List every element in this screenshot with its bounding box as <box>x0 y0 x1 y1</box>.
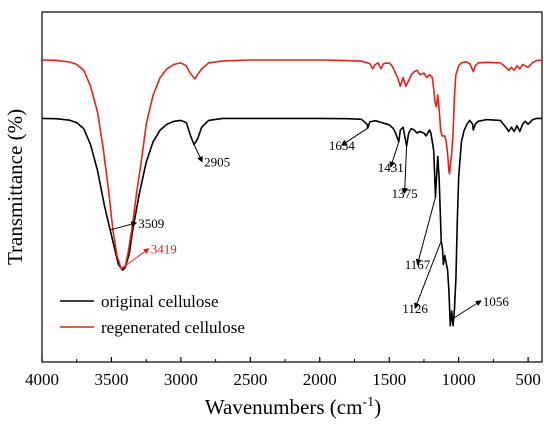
peak-label-1654: 1654 <box>329 138 356 153</box>
annotation-arrow <box>110 221 138 231</box>
annotation-arrow <box>414 240 442 309</box>
x-tick-label: 4000 <box>25 370 59 389</box>
x-axis-ticks: 4000 3500 3000 2500 2000 1500 1000 500 <box>25 357 541 389</box>
series-line-original-cellulose <box>41 117 542 327</box>
x-tick-label: 1000 <box>442 370 476 389</box>
x-tick-label: 1500 <box>372 370 406 389</box>
y-axis-title: Transmittance (%) <box>3 109 27 265</box>
x-tick-label: 2500 <box>233 370 267 389</box>
annotation-arrow <box>450 300 482 321</box>
annotation-arrow <box>389 141 400 168</box>
legend-label-original: original cellulose <box>101 292 219 311</box>
x-tick-label: 500 <box>515 370 541 389</box>
annotation-arrow <box>415 197 436 266</box>
x-tick-label: 2000 <box>303 370 337 389</box>
legend-label-regenerated: regenerated cellulose <box>101 318 245 337</box>
annotation-arrow <box>340 127 369 146</box>
plot-frame <box>41 11 543 363</box>
x-axis-title: Wavenumbers (cm-1) <box>205 395 381 419</box>
series-line-regenerated-cellulose <box>41 59 543 270</box>
x-axis-title-superscript: -1 <box>362 395 374 410</box>
peak-label-1126: 1126 <box>402 301 428 316</box>
x-axis-title-main: Wavenumbers (cm <box>205 395 363 419</box>
annotation-arrow <box>122 248 150 269</box>
peak-label-2905: 2905 <box>204 155 230 170</box>
peak-label-3509: 3509 <box>138 216 164 231</box>
annotation-layer: 2905 1654 1431 1375 1167 1126 1056 3419 3509 <box>110 127 510 321</box>
peak-label-1056: 1056 <box>483 294 510 309</box>
x-axis-title-close: ) <box>374 395 381 419</box>
peak-label-1431: 1431 <box>378 160 404 175</box>
annotation-arrow <box>401 146 408 195</box>
peak-label-1167: 1167 <box>405 257 431 272</box>
x-tick-label: 3500 <box>94 370 128 389</box>
annotation-arrow <box>193 144 203 163</box>
peak-label-1375: 1375 <box>392 186 418 201</box>
x-tick-label: 3000 <box>164 370 198 389</box>
legend: original cellulose regenerated cellulose <box>60 292 245 337</box>
series-layer <box>41 59 543 327</box>
peak-label-3419: 3419 <box>151 242 177 257</box>
